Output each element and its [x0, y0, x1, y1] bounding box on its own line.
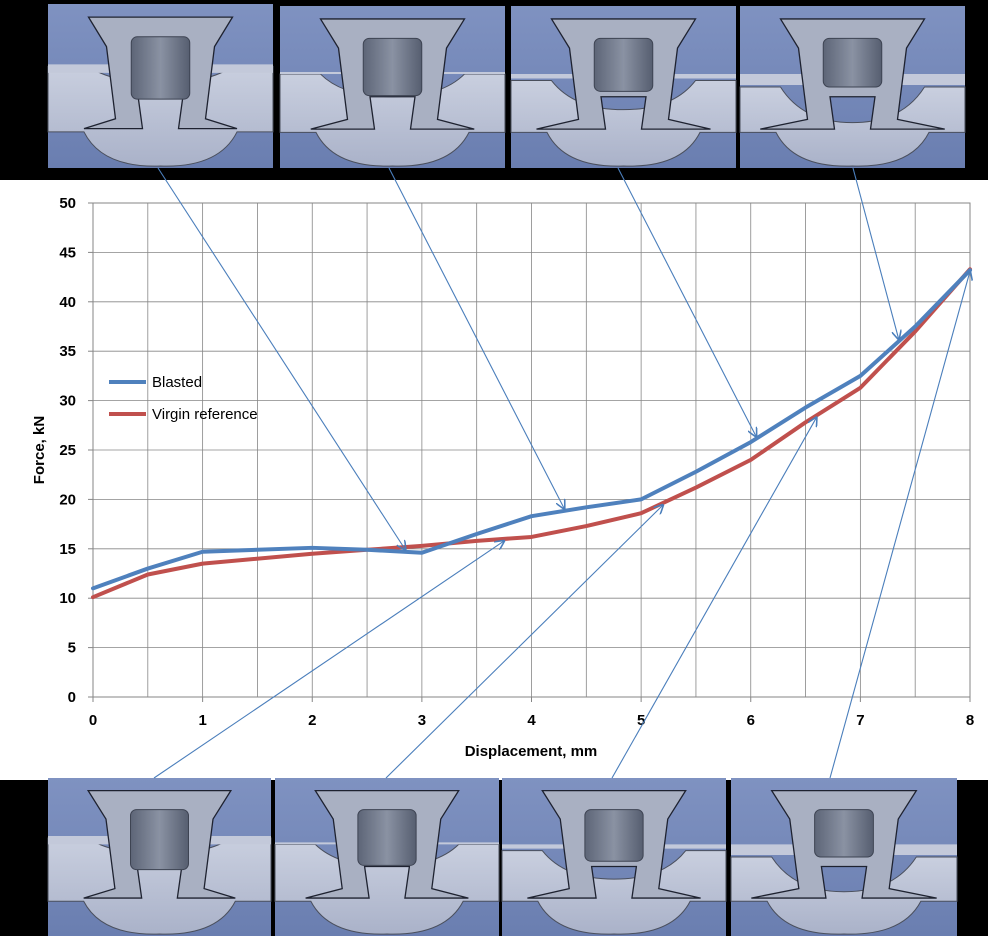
bottom-photo-strip — [0, 778, 988, 936]
cross-section-photo — [730, 778, 958, 936]
y-tick-label: 10 — [59, 590, 76, 607]
cross-section-photo — [274, 778, 500, 936]
y-tick-label: 5 — [68, 640, 76, 657]
photo-link-arrow — [852, 167, 899, 339]
photo-link-arrow — [611, 417, 817, 779]
y-tick-label: 20 — [59, 491, 76, 508]
x-tick-label: 5 — [637, 712, 645, 729]
legend: Blasted Virgin reference — [109, 374, 258, 423]
series-line-virgin-reference — [91, 267, 972, 600]
x-axis-label: Displacement, mm — [465, 743, 598, 760]
y-tick-label: 0 — [68, 689, 76, 706]
y-tick-label: 30 — [59, 393, 76, 410]
y-tick-label: 50 — [59, 195, 76, 212]
y-tick-label: 35 — [59, 343, 76, 360]
x-tick-label: 0 — [89, 712, 97, 729]
photo-link-arrow — [157, 167, 405, 550]
y-axis-ticks: 0 5 10 15 20 25 30 35 40 45 50 — [59, 195, 93, 706]
y-tick-label: 15 — [59, 541, 76, 558]
x-tick-label: 4 — [527, 712, 536, 729]
photo-link-arrow — [385, 505, 663, 779]
series-line-blasted — [91, 268, 972, 591]
cross-section-photo — [47, 778, 272, 936]
x-tick-label: 7 — [856, 712, 864, 729]
photo-link-arrow — [829, 271, 970, 779]
cross-section-photo — [739, 6, 966, 168]
y-axis-label: Force, kN — [31, 416, 48, 484]
y-tick-label: 40 — [59, 294, 76, 311]
cross-section-photo — [279, 6, 506, 168]
x-tick-label: 3 — [418, 712, 426, 729]
x-tick-label: 2 — [308, 712, 316, 729]
photo-link-arrow — [153, 541, 504, 779]
cross-section-photo — [501, 778, 727, 936]
legend-label-virgin: Virgin reference — [152, 406, 258, 423]
x-tick-label: 8 — [966, 712, 974, 729]
x-tick-label: 1 — [198, 712, 206, 729]
photo-link-arrows — [153, 167, 970, 779]
legend-label-blasted: Blasted — [152, 374, 202, 391]
y-tick-label: 45 — [59, 244, 76, 261]
photo-link-arrow — [388, 167, 564, 509]
cross-section-photo — [47, 4, 274, 168]
y-tick-label: 25 — [59, 442, 76, 459]
x-tick-label: 6 — [747, 712, 755, 729]
x-axis-ticks: 0 1 2 3 4 5 6 7 8 — [89, 697, 974, 729]
photo-link-arrow — [617, 167, 756, 437]
top-photo-strip — [0, 0, 988, 180]
cross-section-photo — [510, 6, 737, 168]
series-lines — [91, 267, 972, 600]
